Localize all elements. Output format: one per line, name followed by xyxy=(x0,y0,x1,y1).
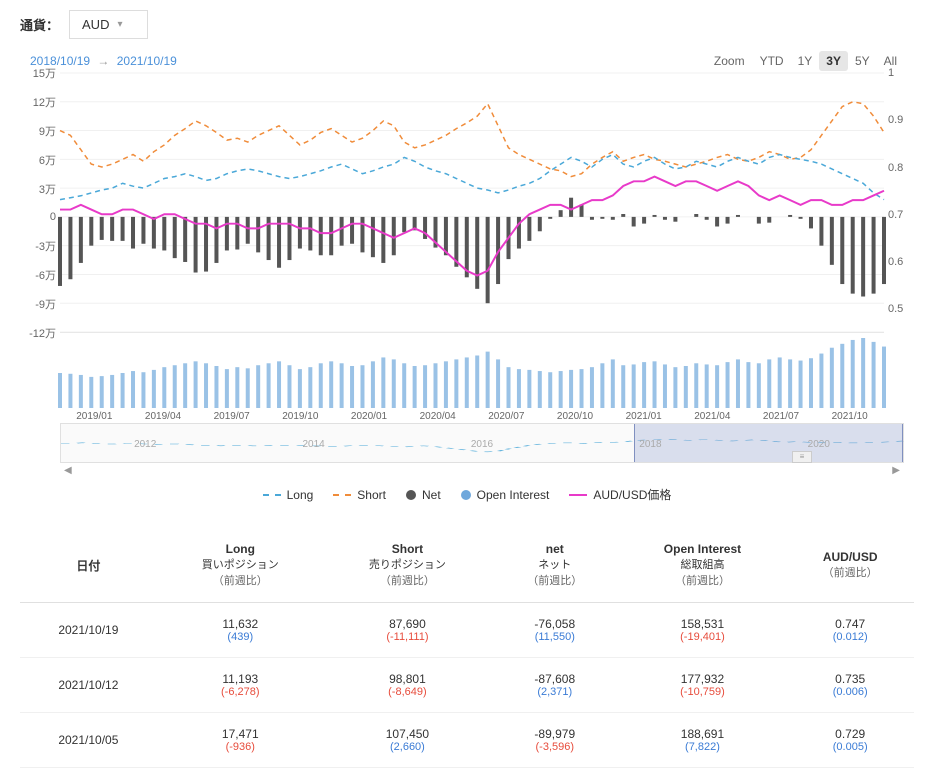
y-right-tick: 0.8 xyxy=(888,162,903,174)
col-header: netネット（前週比） xyxy=(491,528,619,603)
y-left-tick: 0 xyxy=(50,211,56,223)
y-right-tick: 0.6 xyxy=(888,256,903,268)
chart-area: 15万12万9万6万3万0-3万-6万-9万-12万 10.90.80.70.6… xyxy=(20,73,914,413)
x-tick: 2020/07 xyxy=(488,411,524,422)
legend-long[interactable]: Long xyxy=(263,486,314,503)
table-row: 2021/10/1211,193(-6,278)98,801(-8,649)-8… xyxy=(20,658,914,713)
y-right-tick: 1 xyxy=(888,67,894,79)
zoom-label: Zoom xyxy=(714,54,745,68)
y-right-tick: 0.5 xyxy=(888,303,903,315)
col-header: Short売りポジション（前週比） xyxy=(324,528,491,603)
legend-net[interactable]: Net xyxy=(406,486,441,503)
scroll-left-icon[interactable]: ◀ xyxy=(60,465,76,476)
x-tick: 2019/01 xyxy=(76,411,112,422)
y-left-tick: 15万 xyxy=(33,65,56,81)
x-tick: 2021/10 xyxy=(832,411,868,422)
currency-label: 通貨： xyxy=(20,15,59,34)
zoom-3y[interactable]: 3Y xyxy=(819,51,848,71)
col-header: Long買いポジション（前週比） xyxy=(157,528,324,603)
x-tick: 2020/04 xyxy=(420,411,456,422)
y-left-tick: 3万 xyxy=(39,181,56,197)
zoom-5y[interactable]: 5Y xyxy=(848,51,877,71)
table-row: 2021/10/1911,632(439)87,690(-11,111)-76,… xyxy=(20,603,914,658)
navigator-handle[interactable]: ≡ xyxy=(792,451,812,463)
nav-year: 2014 xyxy=(302,439,324,450)
nav-year: 2020 xyxy=(808,439,830,450)
x-tick: 2019/10 xyxy=(282,411,318,422)
nav-year: 2016 xyxy=(471,439,493,450)
chart-legend: Long Short Net Open Interest AUD/USD価格 xyxy=(20,486,914,503)
nav-year: 2012 xyxy=(134,439,156,450)
y-right-tick: 0.7 xyxy=(888,209,903,221)
currency-select[interactable]: AUD ▾ xyxy=(69,10,147,39)
main-chart[interactable] xyxy=(60,73,884,333)
y-left-tick: -3万 xyxy=(35,238,56,254)
x-tick: 2019/04 xyxy=(145,411,181,422)
x-tick: 2021/07 xyxy=(763,411,799,422)
nav-year: 2018 xyxy=(639,439,661,450)
y-left-tick: -6万 xyxy=(35,267,56,283)
x-tick: 2020/10 xyxy=(557,411,593,422)
zoom-1y[interactable]: 1Y xyxy=(791,51,820,71)
y-left-tick: 9万 xyxy=(39,123,56,139)
y-left-tick: -12万 xyxy=(29,325,56,341)
x-tick: 2019/07 xyxy=(214,411,250,422)
table-row: 2021/10/0517,471(-936)107,450(2,660)-89,… xyxy=(20,713,914,768)
y-left-tick: -9万 xyxy=(35,296,56,312)
scroll-right-icon[interactable]: ▶ xyxy=(888,465,904,476)
data-table: 日付Long買いポジション（前週比）Short売りポジション（前週比）netネッ… xyxy=(20,528,914,768)
zoom-group: Zoom YTD1Y3Y5YAll xyxy=(714,54,904,68)
legend-openinterest[interactable]: Open Interest xyxy=(461,486,550,503)
chart-navigator[interactable]: ≡ 2012 2014 2016 2018 2020 xyxy=(60,423,904,463)
volume-chart[interactable] xyxy=(60,338,884,408)
y-left-tick: 12万 xyxy=(33,94,56,110)
arrow-icon: → xyxy=(97,54,109,68)
x-tick: 2021/04 xyxy=(694,411,730,422)
date-to[interactable]: 2021/10/19 xyxy=(117,54,177,68)
y-left-tick: 6万 xyxy=(39,152,56,168)
y-right-tick: 0.9 xyxy=(888,114,903,126)
x-tick: 2021/01 xyxy=(626,411,662,422)
legend-audusd[interactable]: AUD/USD価格 xyxy=(569,486,671,503)
chevron-down-icon: ▾ xyxy=(117,19,122,30)
legend-short[interactable]: Short xyxy=(333,486,386,503)
zoom-ytd[interactable]: YTD xyxy=(753,51,791,71)
col-header: 日付 xyxy=(20,528,157,603)
col-header: Open Interest総取組高（前週比） xyxy=(619,528,787,603)
x-tick: 2020/01 xyxy=(351,411,387,422)
currency-value: AUD xyxy=(82,17,109,32)
col-header: AUD/USD（前週比） xyxy=(786,528,914,603)
